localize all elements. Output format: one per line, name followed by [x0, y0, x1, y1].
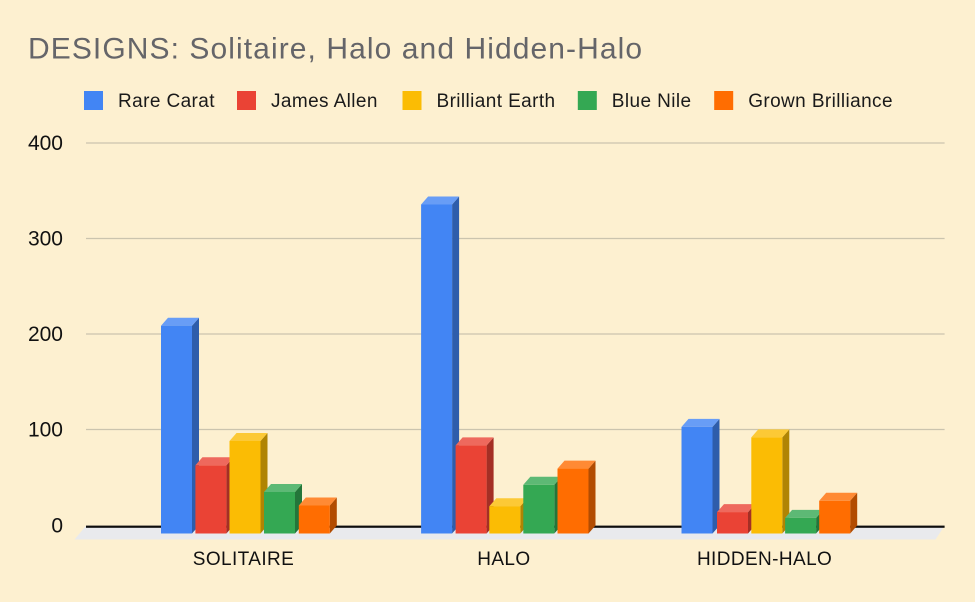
svg-text:Grown Brilliance: Grown Brilliance [748, 91, 893, 112]
svg-text:SOLITAIRE: SOLITAIRE [193, 549, 294, 570]
svg-text:100: 100 [28, 419, 63, 442]
svg-text:DESIGNS: Solitaire, Halo and H: DESIGNS: Solitaire, Halo and Hidden-Halo [28, 33, 643, 66]
svg-text:James Allen: James Allen [271, 91, 378, 112]
svg-text:400: 400 [28, 132, 63, 155]
svg-text:200: 200 [28, 323, 63, 346]
svg-text:Blue Nile: Blue Nile [612, 91, 692, 112]
svg-text:Rare Carat: Rare Carat [118, 91, 215, 112]
svg-text:HALO: HALO [477, 549, 530, 570]
svg-text:HIDDEN-HALO: HIDDEN-HALO [697, 549, 832, 570]
svg-text:0: 0 [51, 515, 63, 538]
svg-text:300: 300 [28, 228, 63, 251]
svg-text:Brilliant Earth: Brilliant Earth [437, 91, 556, 112]
